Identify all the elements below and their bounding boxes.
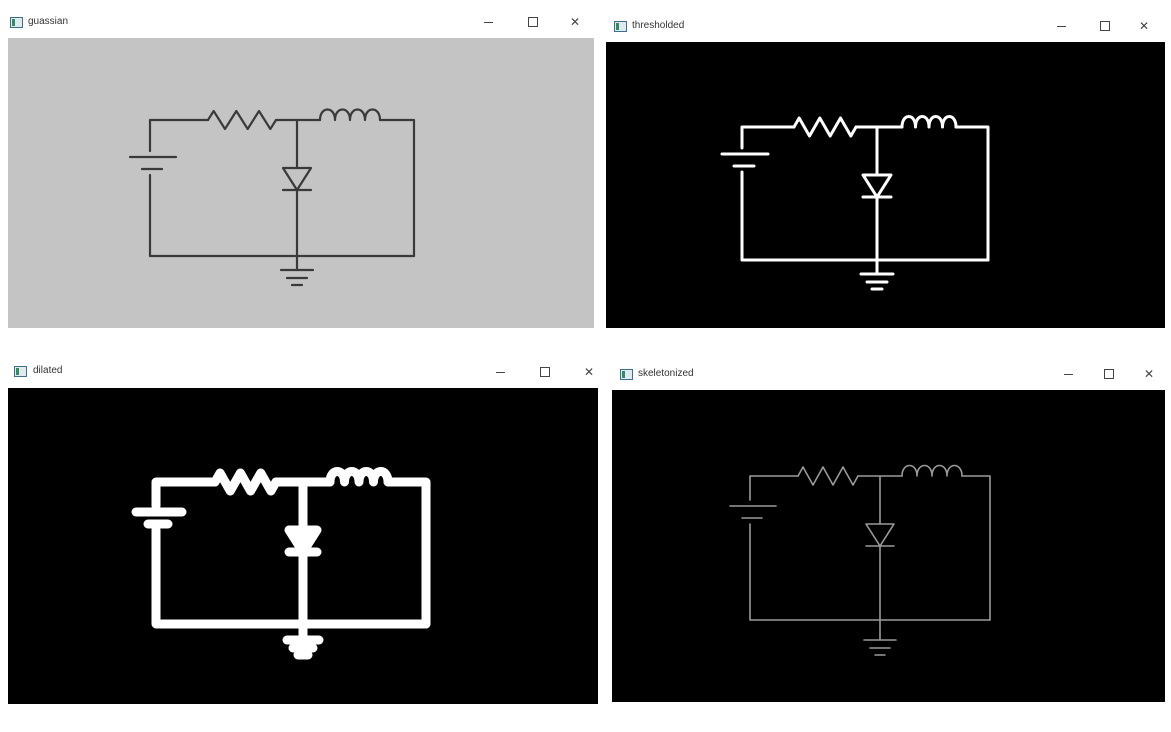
minimize-button[interactable] bbox=[490, 364, 512, 380]
resistor bbox=[206, 109, 278, 131]
titlebar-skeletonized: skeletonized bbox=[612, 360, 1165, 390]
image-canvas-gaussian bbox=[8, 38, 594, 328]
wire-right bbox=[954, 125, 990, 262]
wire-left-top bbox=[740, 125, 796, 150]
maximize-button[interactable] bbox=[1094, 18, 1116, 34]
inductor bbox=[325, 467, 393, 487]
circuit-drawing bbox=[606, 42, 1165, 328]
maximize-button[interactable] bbox=[522, 14, 544, 30]
close-button[interactable] bbox=[564, 14, 586, 30]
diode-triangle bbox=[865, 523, 895, 547]
close-button[interactable] bbox=[578, 364, 600, 380]
circuit-drawing bbox=[8, 388, 598, 704]
wire-right bbox=[378, 118, 416, 258]
titlebar-gaussian: guassian bbox=[8, 10, 594, 38]
wire-right bbox=[383, 477, 431, 629]
window-title: dilated bbox=[33, 365, 63, 376]
diode-triangle bbox=[284, 525, 322, 557]
window-skeletonized: skeletonized bbox=[612, 360, 1165, 702]
wire-bottom bbox=[740, 170, 990, 262]
titlebar-thresholded: thresholded bbox=[606, 10, 1165, 42]
image-canvas-skeletonized bbox=[612, 390, 1165, 702]
minimize-button[interactable] bbox=[1058, 366, 1080, 382]
minimize-button[interactable] bbox=[478, 14, 500, 30]
close-button[interactable] bbox=[1133, 18, 1155, 34]
window-title: skeletonized bbox=[638, 368, 694, 379]
circuit-drawing bbox=[8, 38, 594, 328]
window-dilated: dilated bbox=[8, 360, 600, 704]
diode-triangle bbox=[281, 166, 313, 192]
window-title: guassian bbox=[28, 16, 69, 27]
app-icon bbox=[10, 17, 23, 28]
inductor bbox=[901, 464, 963, 477]
app-icon bbox=[14, 366, 27, 377]
minimize-button[interactable] bbox=[1051, 18, 1073, 34]
diode-triangle bbox=[861, 173, 893, 199]
resistor bbox=[210, 468, 281, 496]
maximize-button[interactable] bbox=[1098, 366, 1120, 382]
wire-bottom bbox=[151, 525, 431, 629]
inductor bbox=[318, 108, 382, 122]
window-gaussian: guassian bbox=[8, 10, 594, 328]
close-button[interactable] bbox=[1138, 366, 1160, 382]
app-icon bbox=[614, 21, 627, 32]
inductor bbox=[900, 115, 958, 129]
wire-left-top bbox=[151, 477, 220, 511]
app-icon bbox=[620, 369, 633, 380]
window-thresholded: thresholded bbox=[606, 10, 1165, 328]
resistor bbox=[797, 466, 859, 486]
window-title: thresholded bbox=[632, 20, 685, 31]
wire-left-top bbox=[148, 118, 210, 153]
image-canvas-thresholded bbox=[606, 42, 1165, 328]
resistor bbox=[792, 116, 858, 138]
wire-bottom bbox=[749, 523, 991, 621]
maximize-button[interactable] bbox=[534, 364, 556, 380]
wire-left-top bbox=[749, 475, 799, 501]
image-canvas-dilated bbox=[8, 388, 598, 704]
titlebar-dilated: dilated bbox=[8, 360, 600, 388]
circuit-drawing bbox=[612, 390, 1165, 702]
wire-bottom bbox=[148, 173, 416, 258]
wire-right bbox=[961, 475, 991, 621]
